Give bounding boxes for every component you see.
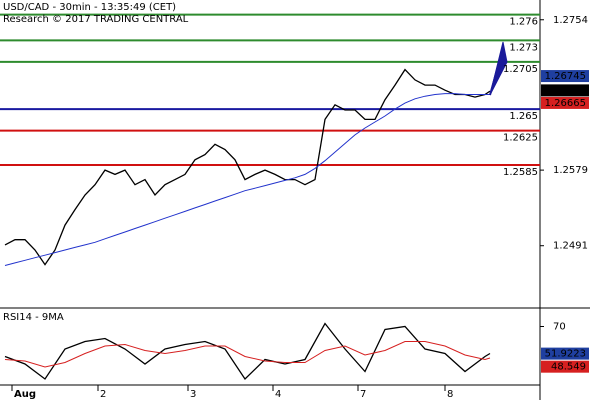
level-label: 1.276 bbox=[509, 17, 538, 28]
price-tag-label: 48.549 bbox=[551, 362, 586, 373]
price-tag-label: 1.26718 bbox=[545, 85, 586, 96]
chart-title: USD/CAD - 30min - 13:35:49 (CET) bbox=[3, 2, 176, 13]
x-tick-label: 4 bbox=[275, 389, 281, 400]
series-line bbox=[4, 341, 491, 368]
rsi-title: RSI14 - 9MA bbox=[3, 312, 64, 323]
price-tag bbox=[541, 347, 589, 360]
price-tag bbox=[541, 70, 589, 83]
price-tag-label: 1.26665 bbox=[545, 98, 586, 109]
level-label: 1.2585 bbox=[503, 167, 538, 178]
price-tag-label: 51.9223 bbox=[545, 349, 586, 360]
price-tag bbox=[541, 360, 589, 373]
level-label: 1.273 bbox=[509, 42, 538, 53]
y-tick-label: 1.2491 bbox=[553, 241, 588, 252]
y-tick-label: 1.2754 bbox=[553, 15, 588, 26]
x-tick-label: 8 bbox=[447, 389, 453, 400]
x-tick-label: Aug bbox=[14, 389, 36, 400]
level-label: 1.2625 bbox=[503, 133, 538, 144]
price-tag bbox=[541, 96, 589, 109]
level-label: 1.265 bbox=[509, 111, 538, 122]
level-label: 1.2705 bbox=[503, 64, 538, 75]
price-tag-label: 1.26745 bbox=[545, 71, 586, 82]
series-line bbox=[4, 68, 491, 266]
x-tick-label: 3 bbox=[190, 389, 196, 400]
y-tick-label: 1.2579 bbox=[553, 165, 588, 176]
chart-subtitle: Research © 2017 TRADING CENTRAL bbox=[3, 14, 189, 25]
y-tick-label: 70 bbox=[553, 322, 566, 333]
x-tick-label: 2 bbox=[100, 389, 106, 400]
price-tag bbox=[541, 84, 589, 97]
series-line bbox=[4, 322, 491, 381]
x-tick-label: 7 bbox=[360, 389, 366, 400]
forecast-arrow bbox=[489, 47, 504, 96]
series-line bbox=[4, 93, 490, 266]
